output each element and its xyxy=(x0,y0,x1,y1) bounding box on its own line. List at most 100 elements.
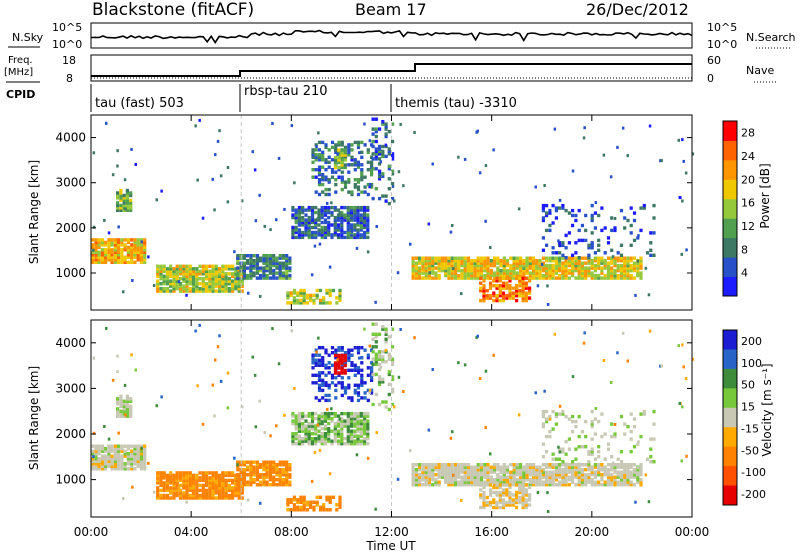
power-cell xyxy=(447,263,451,268)
power-cell xyxy=(307,208,311,212)
power-cell xyxy=(333,205,337,210)
power-cell xyxy=(198,277,202,281)
power-cell xyxy=(590,241,594,245)
velocity-cell xyxy=(328,498,332,502)
power-cell xyxy=(191,282,196,286)
power-cell xyxy=(288,266,292,270)
power-cell xyxy=(346,213,350,217)
power-cell xyxy=(629,243,633,247)
velocity-cell xyxy=(541,455,545,459)
power-cell xyxy=(571,266,575,270)
power-cell xyxy=(336,213,341,217)
power-cell xyxy=(378,152,382,156)
velocity-cell xyxy=(304,429,308,433)
velocity-speckle xyxy=(116,370,119,374)
power-cell xyxy=(211,264,215,268)
power-cell xyxy=(327,225,331,230)
power-cell xyxy=(309,293,313,298)
velocity-cell xyxy=(502,478,506,482)
velocity-cell xyxy=(619,483,624,487)
power-cell xyxy=(482,294,486,298)
velocity-cell xyxy=(561,450,565,454)
velocity-cell xyxy=(346,442,350,446)
power-speckle xyxy=(269,228,272,232)
velocity-cell xyxy=(554,412,558,416)
velocity-cell xyxy=(535,470,539,474)
velocity-cell xyxy=(288,475,292,479)
velocity-cell xyxy=(237,496,241,500)
velocity-cell xyxy=(334,376,338,380)
power-cell xyxy=(143,240,147,245)
velocity-cell xyxy=(593,475,597,479)
velocity-cell xyxy=(528,470,532,474)
power-cell xyxy=(136,253,140,257)
velocity-cell xyxy=(236,473,240,477)
power-cell xyxy=(334,150,338,154)
velocity-cell xyxy=(629,450,633,454)
power-cell xyxy=(597,243,601,247)
velocity-cell xyxy=(453,478,458,482)
velocity-cell xyxy=(116,397,120,401)
power-cell xyxy=(613,228,617,233)
power-cell xyxy=(317,233,321,237)
power-cell xyxy=(577,261,581,265)
velocity-cell xyxy=(554,478,558,482)
power-cell xyxy=(538,261,542,265)
velocity-cell xyxy=(613,432,617,436)
velocity-cell xyxy=(301,421,305,426)
velocity-cell xyxy=(320,414,324,418)
power-cell xyxy=(486,259,490,263)
velocity-speckle xyxy=(213,414,216,418)
power-cell xyxy=(427,261,431,265)
velocity-cell xyxy=(338,503,342,507)
power-cell xyxy=(204,277,209,281)
velocity-cell xyxy=(191,491,196,495)
velocity-cell xyxy=(639,412,643,416)
power-cell xyxy=(312,293,316,298)
power-cell xyxy=(512,256,516,260)
velocity-cell xyxy=(548,414,552,419)
velocity-cell xyxy=(366,419,370,423)
power-cell xyxy=(100,255,104,259)
power-cell xyxy=(133,240,137,245)
velocity-cell xyxy=(431,475,435,479)
power-cell xyxy=(122,196,126,200)
power-cell xyxy=(91,250,95,254)
power-cell xyxy=(340,220,344,225)
power-cell xyxy=(499,268,503,273)
velocity-cell xyxy=(314,416,318,421)
velocity-cell xyxy=(482,500,486,505)
power-cell xyxy=(524,284,528,288)
power-cell xyxy=(323,208,328,212)
velocity-cell xyxy=(255,473,259,477)
velocity-cell xyxy=(323,424,328,428)
power-cell xyxy=(182,277,186,281)
power-cell xyxy=(191,277,196,281)
velocity-cell xyxy=(294,427,298,431)
velocity-cell xyxy=(252,473,256,477)
velocity-cell xyxy=(249,475,253,479)
velocity-cell xyxy=(509,478,513,482)
velocity-cell xyxy=(156,481,160,485)
velocity-cell xyxy=(347,353,351,357)
velocity-cell xyxy=(519,473,523,477)
power-cell xyxy=(360,170,364,174)
power-cell xyxy=(353,223,357,227)
power-cell xyxy=(139,248,143,252)
velocity-cell xyxy=(120,447,124,451)
velocity-cell xyxy=(268,465,272,469)
velocity-cell xyxy=(360,381,364,385)
power-cell xyxy=(314,155,318,159)
power-cell xyxy=(561,261,565,265)
velocity-cell xyxy=(597,473,601,477)
power-cell xyxy=(652,231,656,235)
velocity-cell xyxy=(94,459,98,463)
power-cell xyxy=(236,266,240,270)
power-cell xyxy=(597,248,601,252)
velocity-cell xyxy=(363,424,367,428)
velocity-cell xyxy=(117,464,121,468)
power-cell xyxy=(322,301,326,305)
velocity-cell xyxy=(424,463,428,467)
power-cell xyxy=(214,274,218,278)
velocity-cell xyxy=(524,498,528,502)
